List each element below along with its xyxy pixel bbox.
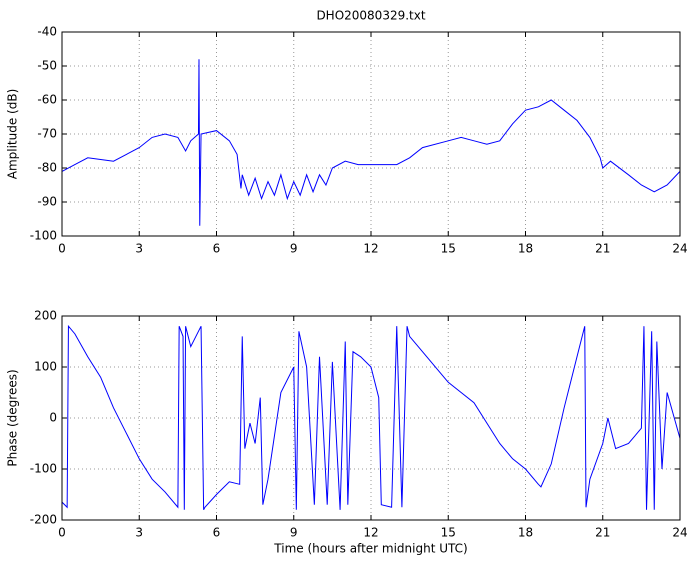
x-tick-label: 12 (363, 242, 378, 256)
x-tick-label: 12 (363, 526, 378, 540)
y-tick-label: -50 (37, 59, 57, 73)
y-tick-label: -200 (30, 513, 57, 527)
x-tick-label: 24 (672, 242, 687, 256)
x-tick-label: 15 (441, 242, 456, 256)
y-tick-label: 200 (34, 309, 57, 323)
x-tick-label: 6 (213, 526, 221, 540)
y-tick-label: 0 (49, 411, 57, 425)
x-tick-label: 6 (213, 242, 221, 256)
y-tick-label: -80 (37, 161, 57, 175)
axes-box (61, 315, 681, 521)
chart-title: DHO20080329.txt (316, 9, 425, 23)
y-tick-label: -60 (37, 93, 57, 107)
y-tick-label: 100 (34, 360, 57, 374)
x-axis-label: Time (hours after midnight UTC) (273, 542, 467, 556)
x-tick-label: 15 (441, 526, 456, 540)
x-tick-label: 18 (518, 242, 533, 256)
y-tick-label: -100 (30, 462, 57, 476)
x-tick-label: 9 (290, 526, 298, 540)
y-axis-label: Phase (degrees) (6, 369, 20, 466)
x-tick-label: 3 (135, 242, 143, 256)
x-tick-label: 24 (672, 526, 687, 540)
x-tick-label: 0 (58, 242, 66, 256)
x-tick-label: 0 (58, 526, 66, 540)
y-tick-label: -90 (37, 195, 57, 209)
data-line (61, 324, 681, 511)
x-tick-label: 9 (290, 242, 298, 256)
x-tick-label: 18 (518, 526, 533, 540)
y-axis-label: Amplitude (dB) (6, 89, 20, 180)
data-line (61, 59, 681, 226)
x-tick-label: 21 (595, 526, 610, 540)
axes-box (61, 31, 681, 237)
x-tick-label: 21 (595, 242, 610, 256)
y-tick-label: -40 (37, 25, 57, 39)
x-tick-label: 3 (135, 526, 143, 540)
y-tick-label: -100 (30, 229, 57, 243)
y-tick-label: -70 (37, 127, 57, 141)
